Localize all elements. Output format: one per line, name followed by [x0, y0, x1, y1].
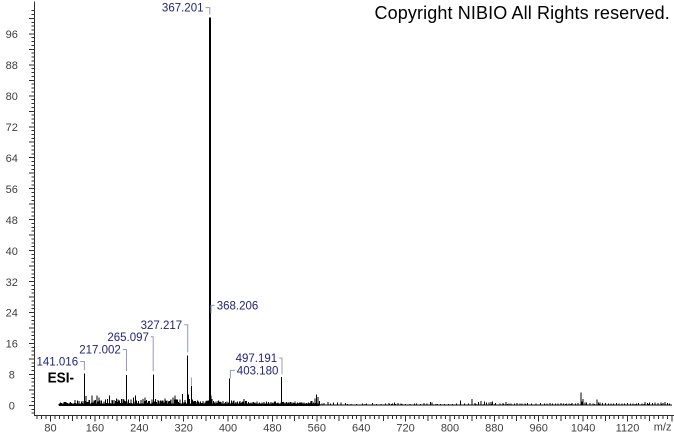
svg-text:72: 72: [6, 122, 18, 134]
svg-text:24: 24: [6, 308, 18, 320]
svg-text:367.201: 367.201: [162, 3, 204, 15]
svg-text:800: 800: [441, 423, 459, 434]
svg-text:1120: 1120: [616, 423, 640, 434]
svg-text:64: 64: [6, 153, 18, 165]
svg-text:m/z: m/z: [654, 422, 672, 434]
svg-text:141.016: 141.016: [37, 357, 79, 369]
svg-text:Copyright NIBIO All Rights res: Copyright NIBIO All Rights reserved.: [375, 3, 670, 23]
svg-text:160: 160: [86, 423, 104, 434]
svg-text:368.206: 368.206: [217, 301, 259, 313]
svg-text:96: 96: [6, 29, 18, 41]
svg-text:0: 0: [9, 401, 15, 413]
svg-text:960: 960: [530, 423, 548, 434]
svg-text:48: 48: [6, 215, 18, 227]
svg-text:320: 320: [175, 423, 193, 434]
svg-text:80: 80: [6, 91, 18, 103]
svg-text:32: 32: [6, 277, 18, 289]
svg-text:240: 240: [130, 423, 148, 434]
svg-text:88: 88: [6, 60, 18, 72]
svg-text:480: 480: [263, 423, 281, 434]
svg-text:265.097: 265.097: [107, 332, 149, 344]
svg-text:640: 640: [352, 423, 370, 434]
svg-text:560: 560: [308, 423, 326, 434]
svg-text:400: 400: [219, 423, 237, 434]
svg-text:497.191: 497.191: [236, 353, 278, 365]
svg-text:56: 56: [6, 184, 18, 196]
svg-text:880: 880: [485, 423, 503, 434]
svg-text:8: 8: [9, 370, 15, 382]
svg-text:80: 80: [44, 423, 56, 434]
svg-text:40: 40: [6, 246, 18, 258]
svg-text:720: 720: [396, 423, 414, 434]
svg-text:ESI-: ESI-: [48, 370, 75, 387]
svg-text:327.217: 327.217: [141, 320, 183, 332]
svg-text:217.002: 217.002: [79, 345, 121, 357]
svg-text:16: 16: [6, 339, 18, 351]
svg-text:403.180: 403.180: [237, 366, 279, 378]
svg-text:1040: 1040: [571, 423, 595, 434]
